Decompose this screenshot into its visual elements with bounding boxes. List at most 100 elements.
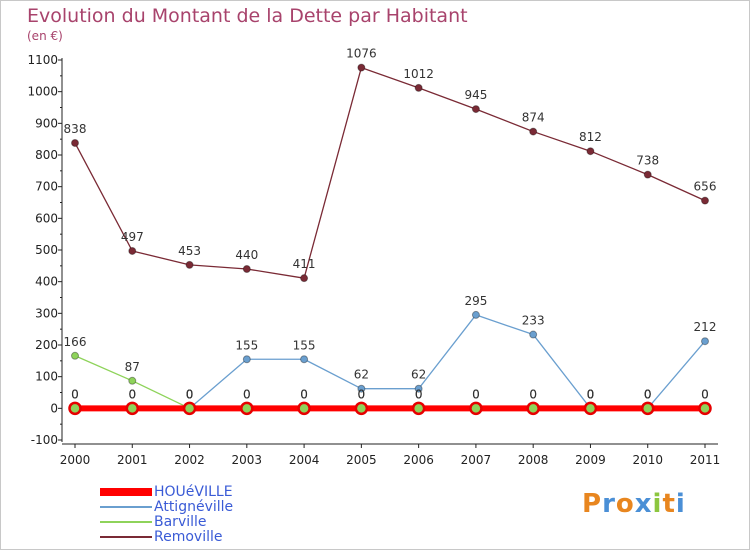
series-point-4 <box>471 105 480 114</box>
y-tick-label: 300 <box>35 306 58 320</box>
legend-swatch <box>100 536 152 538</box>
legend-swatch <box>100 521 152 523</box>
data-label: 0 <box>243 387 251 401</box>
series-point-2 <box>701 337 709 346</box>
brand-logo: Proxiti <box>582 489 686 519</box>
series-point-4 <box>300 274 309 283</box>
series-point-1 <box>411 401 426 416</box>
series-point-1 <box>125 401 140 416</box>
series-point-4 <box>586 147 595 156</box>
data-label: 166 <box>64 335 87 349</box>
series-point-2 <box>529 330 538 339</box>
data-label: 0 <box>644 387 652 401</box>
x-tick-label: 2009 <box>575 453 606 467</box>
brand-letter: o <box>615 489 635 519</box>
chart-title: Evolution du Montant de la Dette par Hab… <box>27 5 468 27</box>
series-point-4 <box>185 260 194 269</box>
series-point-2 <box>471 310 480 319</box>
legend-label: HOUéVILLE <box>154 484 233 500</box>
data-label: 838 <box>64 122 87 136</box>
brand-letter: t <box>662 489 676 519</box>
data-label: 62 <box>354 368 369 382</box>
data-label: 0 <box>186 387 194 401</box>
y-tick-label: 600 <box>35 211 58 225</box>
data-label: 0 <box>128 387 136 401</box>
data-label: 0 <box>587 387 595 401</box>
data-label: 497 <box>121 230 144 244</box>
data-label: 0 <box>71 387 79 401</box>
legend-swatch <box>100 488 152 496</box>
brand-letter: i <box>652 489 663 519</box>
series-point-4 <box>414 83 423 92</box>
x-tick-label: 2010 <box>632 453 663 467</box>
y-tick-label: 400 <box>35 275 58 289</box>
data-label: 411 <box>293 257 316 271</box>
series-point-1 <box>469 401 483 416</box>
x-tick-label: 2006 <box>403 453 434 467</box>
data-label: 812 <box>579 130 602 144</box>
data-label: 0 <box>587 387 595 401</box>
series-point-1 <box>583 401 598 416</box>
y-tick-label: 1100 <box>27 53 58 67</box>
data-label: 0 <box>186 387 194 401</box>
x-tick-label: 2001 <box>117 453 148 467</box>
data-label: 1012 <box>403 67 434 81</box>
x-tick-label: 2003 <box>232 453 263 467</box>
data-label: 0 <box>472 387 480 401</box>
series-line-3 <box>74 355 705 409</box>
series-point-1 <box>182 401 197 416</box>
series-point-4 <box>128 246 137 255</box>
series-point-4 <box>357 63 366 72</box>
chart-subtitle: (en €) <box>27 29 63 43</box>
series-point-4 <box>643 170 652 179</box>
series-point-2 <box>357 384 366 393</box>
series-point-3 <box>128 376 137 385</box>
y-tick-label: 500 <box>35 243 58 257</box>
legend-label: Removille <box>154 529 223 545</box>
series-point-1 <box>297 401 311 416</box>
data-label: 0 <box>701 387 709 401</box>
data-label: 0 <box>529 387 537 401</box>
series-point-4 <box>242 265 251 273</box>
legend-label: Attignéville <box>154 499 234 515</box>
series-point-2 <box>300 355 309 364</box>
x-tick-label: 2005 <box>346 453 377 467</box>
data-label: 0 <box>644 387 652 401</box>
data-label: 0 <box>243 387 251 401</box>
series-point-1 <box>526 401 540 416</box>
data-label: 155 <box>293 338 316 352</box>
brand-letter: i <box>675 489 686 519</box>
x-tick-label: 2000 <box>60 453 91 467</box>
series-point-3 <box>71 351 79 360</box>
data-label: 656 <box>694 180 717 194</box>
legend-label: Barville <box>154 514 207 530</box>
data-label: 945 <box>464 88 487 102</box>
data-label: 0 <box>415 387 423 401</box>
series-point-4 <box>71 138 79 147</box>
series-point-1 <box>640 401 655 416</box>
series-point-1 <box>240 401 254 416</box>
x-tick-label: 2007 <box>461 453 492 467</box>
series-point-1 <box>354 401 369 416</box>
data-label: 0 <box>701 387 709 401</box>
data-label: 62 <box>411 368 426 382</box>
series-point-4 <box>701 196 709 205</box>
y-tick-label: 200 <box>35 338 58 352</box>
y-tick-label: 800 <box>35 148 58 162</box>
data-label: 0 <box>415 387 423 401</box>
series-line-4 <box>74 66 706 279</box>
data-label: 0 <box>358 387 366 401</box>
data-label: 0 <box>472 387 480 401</box>
data-label: 453 <box>178 244 201 258</box>
data-label: 87 <box>125 360 140 374</box>
data-label: 0 <box>358 387 366 401</box>
series-line-2 <box>75 314 706 409</box>
series-point-1 <box>68 401 82 416</box>
y-tick-label: 900 <box>35 116 58 130</box>
data-label: 212 <box>694 320 717 334</box>
data-label: 440 <box>235 248 258 262</box>
series-point-2 <box>414 384 423 393</box>
brand-letter: r <box>602 489 616 519</box>
data-label: 874 <box>522 111 545 125</box>
data-label: 1076 <box>346 47 377 61</box>
